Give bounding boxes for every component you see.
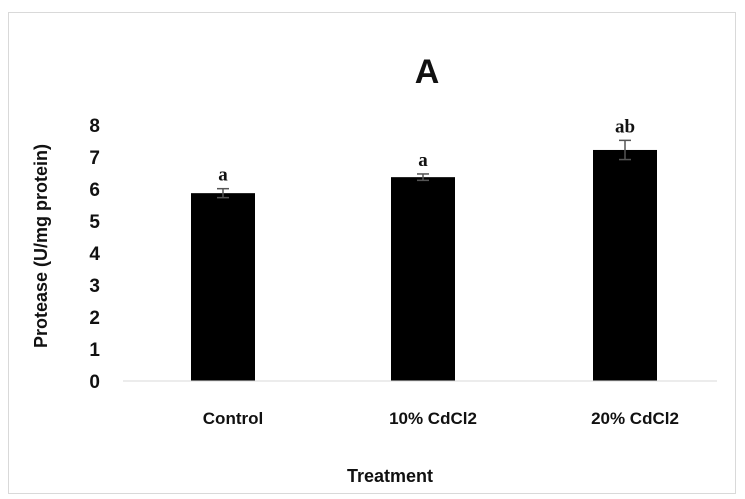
significance-label: a xyxy=(218,165,228,186)
chart-frame: A Protease (U/mg protein) Treatment 0 1 2 3… xyxy=(8,12,736,494)
x-axis-title: Treatment xyxy=(347,466,433,486)
error-bar xyxy=(217,187,229,199)
error-bars xyxy=(217,139,631,199)
significance-label: ab xyxy=(615,116,635,137)
x-tick-label: 10% CdCl2 xyxy=(389,409,477,428)
significance-labels: a a ab xyxy=(218,116,635,185)
y-tick-labels: 0 1 2 3 4 5 6 7 8 xyxy=(89,116,100,393)
y-tick-label: 8 xyxy=(89,116,100,137)
y-tick-label: 5 xyxy=(89,212,100,233)
significance-label: a xyxy=(418,150,428,171)
x-tick-labels: Control 10% CdCl2 20% CdCl2 xyxy=(203,409,679,428)
chart-svg: A Protease (U/mg protein) Treatment 0 1 2 3… xyxy=(31,53,717,486)
bar xyxy=(191,193,255,381)
y-tick-label: 0 xyxy=(89,372,100,393)
error-bar xyxy=(619,139,631,161)
chart-title: A xyxy=(415,53,440,91)
error-bar xyxy=(417,173,429,182)
y-tick-label: 7 xyxy=(89,148,100,169)
x-tick-label: Control xyxy=(203,409,263,428)
bar xyxy=(391,177,455,381)
y-tick-label: 4 xyxy=(89,244,100,265)
y-tick-label: 6 xyxy=(89,180,100,201)
y-tick-label: 3 xyxy=(89,276,100,297)
bars xyxy=(191,149,657,381)
y-axis-title: Protease (U/mg protein) xyxy=(31,144,51,348)
y-tick-label: 1 xyxy=(89,340,100,361)
x-tick-label: 20% CdCl2 xyxy=(591,409,679,428)
bar xyxy=(593,149,657,381)
y-tick-label: 2 xyxy=(89,308,100,329)
